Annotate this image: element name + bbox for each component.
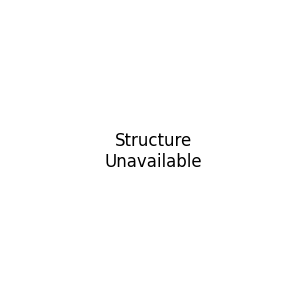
Text: Structure
Unavailable: Structure Unavailable (105, 132, 202, 171)
